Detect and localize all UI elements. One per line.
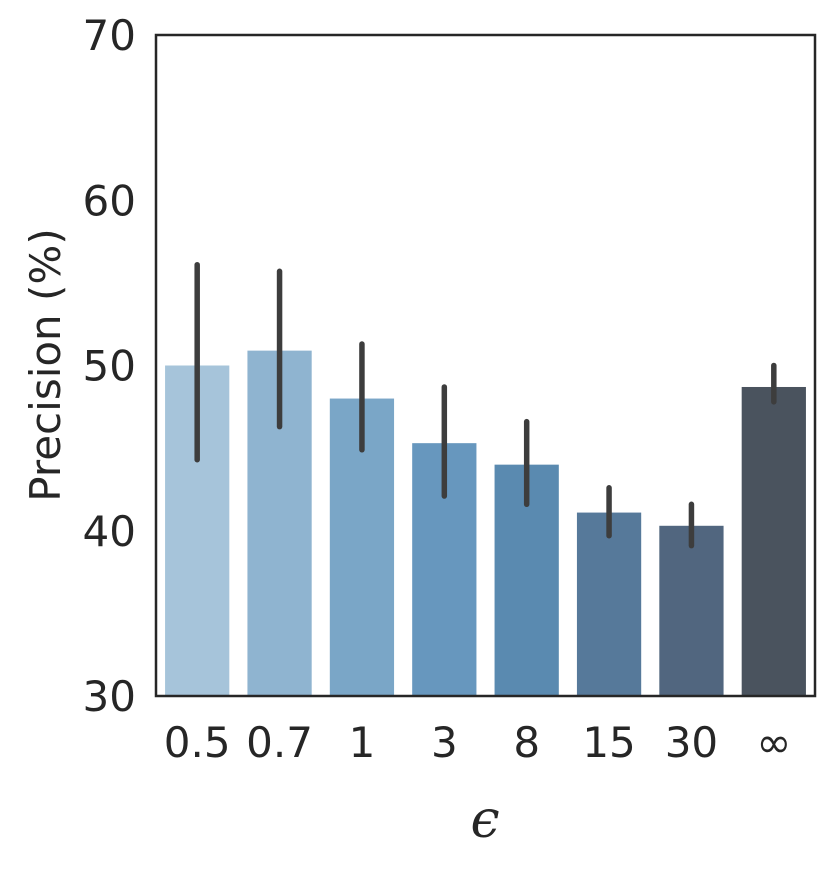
y-axis-label: Precision (%) [21,228,70,501]
y-tick-label-4: 70 [83,11,136,60]
y-tick-label-1: 40 [83,507,136,556]
x-tick-label-0: 0.5 [164,718,231,767]
y-tick-label-0: 30 [83,672,136,721]
bars [165,350,806,696]
y-tick-label-3: 60 [83,176,136,225]
bar-7 [741,386,806,696]
y-tick-label-2: 50 [83,342,136,391]
x-tick-label-5: 15 [582,718,635,767]
x-tick-label-7: ∞ [756,718,791,767]
bar-6 [659,525,724,696]
x-tick-label-3: 3 [431,718,458,767]
plot-frame [154,33,817,698]
x-tick-labels: 0.5 0.7 1 3 8 15 30 ∞ [164,718,792,767]
x-tick-label-4: 8 [513,718,540,767]
x-tick-label-1: 0.7 [246,718,313,767]
x-tick-label-6: 30 [665,718,718,767]
x-tick-label-2: 1 [349,718,376,767]
y-tick-labels: 30 40 50 60 70 [83,11,136,721]
bar-5 [576,512,642,696]
error-bars [194,261,777,549]
x-axis-label: ϵ [470,790,499,850]
